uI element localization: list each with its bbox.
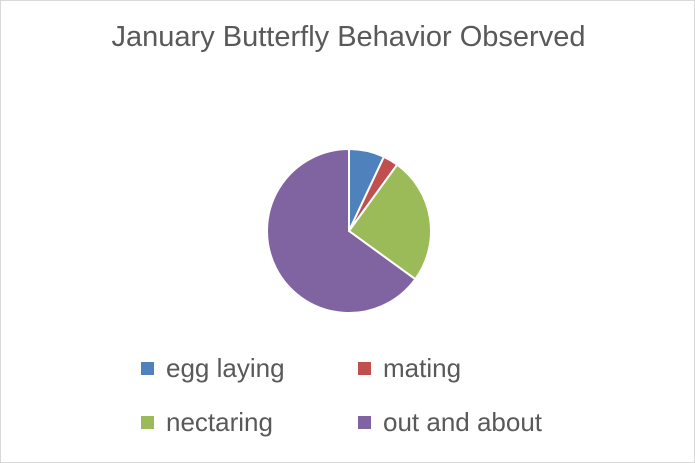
legend-item: egg laying (141, 353, 285, 384)
legend-swatch (358, 362, 371, 375)
legend-item: nectaring (141, 407, 273, 438)
legend-label: out and about (383, 407, 543, 437)
pie-slice (266, 147, 417, 314)
legend-swatch (141, 416, 154, 429)
chart-title: January Butterfly Behavior Observed (111, 21, 586, 53)
legend-label: egg laying (166, 353, 285, 383)
legend-swatch (141, 362, 154, 375)
legend-item: out and about (358, 407, 542, 438)
legend-swatch (358, 416, 371, 429)
pie-slice (347, 163, 432, 281)
legend-label: mating (383, 353, 462, 383)
legend-item: mating (358, 353, 461, 384)
legend-label: nectaring (166, 407, 273, 437)
